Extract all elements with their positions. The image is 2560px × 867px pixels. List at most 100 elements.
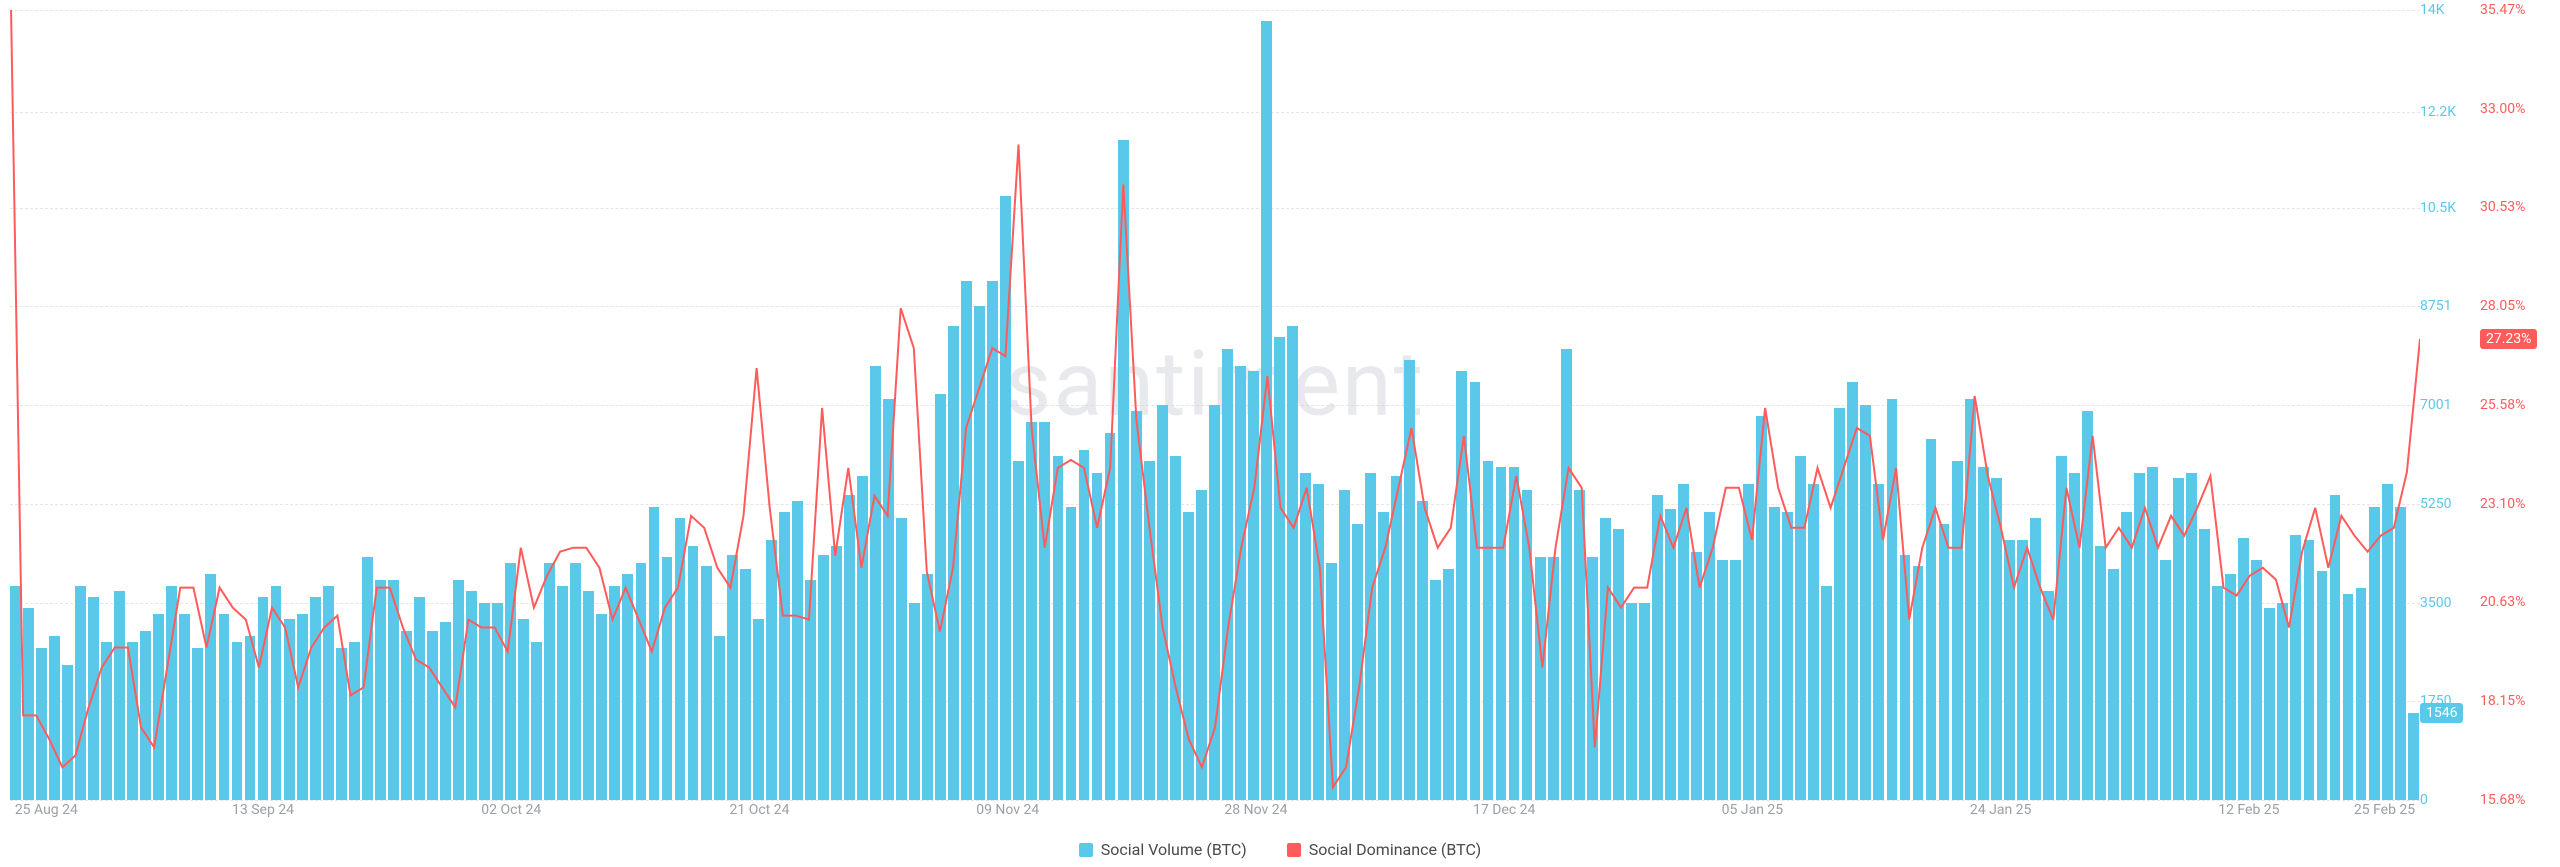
bar[interactable] [662,557,673,800]
bar[interactable] [1131,411,1142,800]
bar[interactable] [948,326,959,800]
bar[interactable] [1717,560,1728,800]
bar[interactable] [1795,456,1806,800]
bar[interactable] [1118,140,1129,800]
bar[interactable] [36,648,47,800]
bar[interactable] [1522,490,1533,800]
bar[interactable] [505,563,516,800]
bar[interactable] [1053,456,1064,800]
bar[interactable] [2004,540,2015,800]
bar[interactable] [1821,586,1832,800]
bar[interactable] [2043,591,2054,800]
bar[interactable] [2017,540,2028,800]
bar[interactable] [2330,495,2341,800]
bar[interactable] [753,619,764,800]
bar[interactable] [101,642,112,800]
bar[interactable] [2147,467,2158,800]
bar[interactable] [1000,196,1011,800]
bar[interactable] [88,597,99,800]
bar[interactable] [1092,473,1103,800]
bar[interactable] [1613,529,1624,800]
bar[interactable] [297,614,308,800]
bar[interactable] [284,619,295,800]
bar[interactable] [935,394,946,800]
bar[interactable] [609,586,620,800]
bar[interactable] [2082,411,2093,800]
bar[interactable] [1430,580,1441,800]
bar[interactable] [414,597,425,800]
bar[interactable] [779,512,790,800]
bar[interactable] [518,619,529,800]
bar[interactable] [844,495,855,800]
bar[interactable] [1274,337,1285,800]
bar[interactable] [1665,509,1676,800]
bar[interactable] [2069,473,2080,800]
bar[interactable] [766,540,777,800]
bar[interactable] [1170,456,1181,800]
bar[interactable] [831,546,842,800]
bar[interactable] [1079,450,1090,800]
bar[interactable] [1483,461,1494,800]
bar[interactable] [2121,512,2132,800]
bar[interactable] [245,636,256,800]
bar[interactable] [1300,473,1311,800]
bar[interactable] [1326,563,1337,800]
bar[interactable] [1887,399,1898,800]
bar[interactable] [127,642,138,800]
bar[interactable] [232,642,243,800]
bar[interactable] [1561,349,1572,800]
bar[interactable] [1756,416,1767,800]
bar[interactable] [2030,518,2041,800]
bar[interactable] [23,608,34,800]
bar[interactable] [1509,467,1520,800]
bar[interactable] [1769,507,1780,800]
bar[interactable] [2356,588,2367,800]
bar[interactable] [427,631,438,800]
bar[interactable] [1600,518,1611,800]
bar[interactable] [362,557,373,800]
bar[interactable] [727,555,738,800]
bar[interactable] [1378,512,1389,800]
bar[interactable] [922,574,933,800]
bar[interactable] [1261,21,1272,800]
bar[interactable] [388,580,399,800]
legend-item-volume[interactable]: Social Volume (BTC) [1079,840,1247,859]
bar[interactable] [1900,555,1911,800]
bar[interactable] [544,563,555,800]
bar[interactable] [1626,603,1637,801]
bar[interactable] [1157,405,1168,800]
bar[interactable] [1105,433,1116,800]
bar[interactable] [2395,507,2406,800]
bar[interactable] [375,580,386,800]
bar[interactable] [10,586,21,800]
bar[interactable] [883,399,894,800]
bar[interactable] [2277,603,2288,801]
bar[interactable] [1860,405,1871,800]
bar[interactable] [961,281,972,800]
bar[interactable] [857,476,868,800]
bar[interactable] [596,614,607,800]
bar[interactable] [349,642,360,800]
bar[interactable] [492,603,503,801]
bar[interactable] [1039,422,1050,800]
bar[interactable] [1235,366,1246,801]
bar[interactable] [2304,540,2315,800]
bar[interactable] [179,614,190,800]
bar[interactable] [153,614,164,800]
bar[interactable] [1873,484,1884,800]
bar[interactable] [336,648,347,800]
bar[interactable] [1952,461,1963,800]
bar[interactable] [1456,371,1467,800]
bar[interactable] [1183,512,1194,800]
bar[interactable] [675,518,686,800]
bar[interactable] [2056,456,2067,800]
bar[interactable] [271,586,282,800]
bar[interactable] [49,636,60,800]
bar[interactable] [466,591,477,800]
bar[interactable] [1926,439,1937,800]
bar[interactable] [1313,484,1324,800]
bar[interactable] [1339,490,1350,800]
bar[interactable] [1365,473,1376,800]
bar[interactable] [2173,478,2184,800]
bar[interactable] [896,518,907,800]
